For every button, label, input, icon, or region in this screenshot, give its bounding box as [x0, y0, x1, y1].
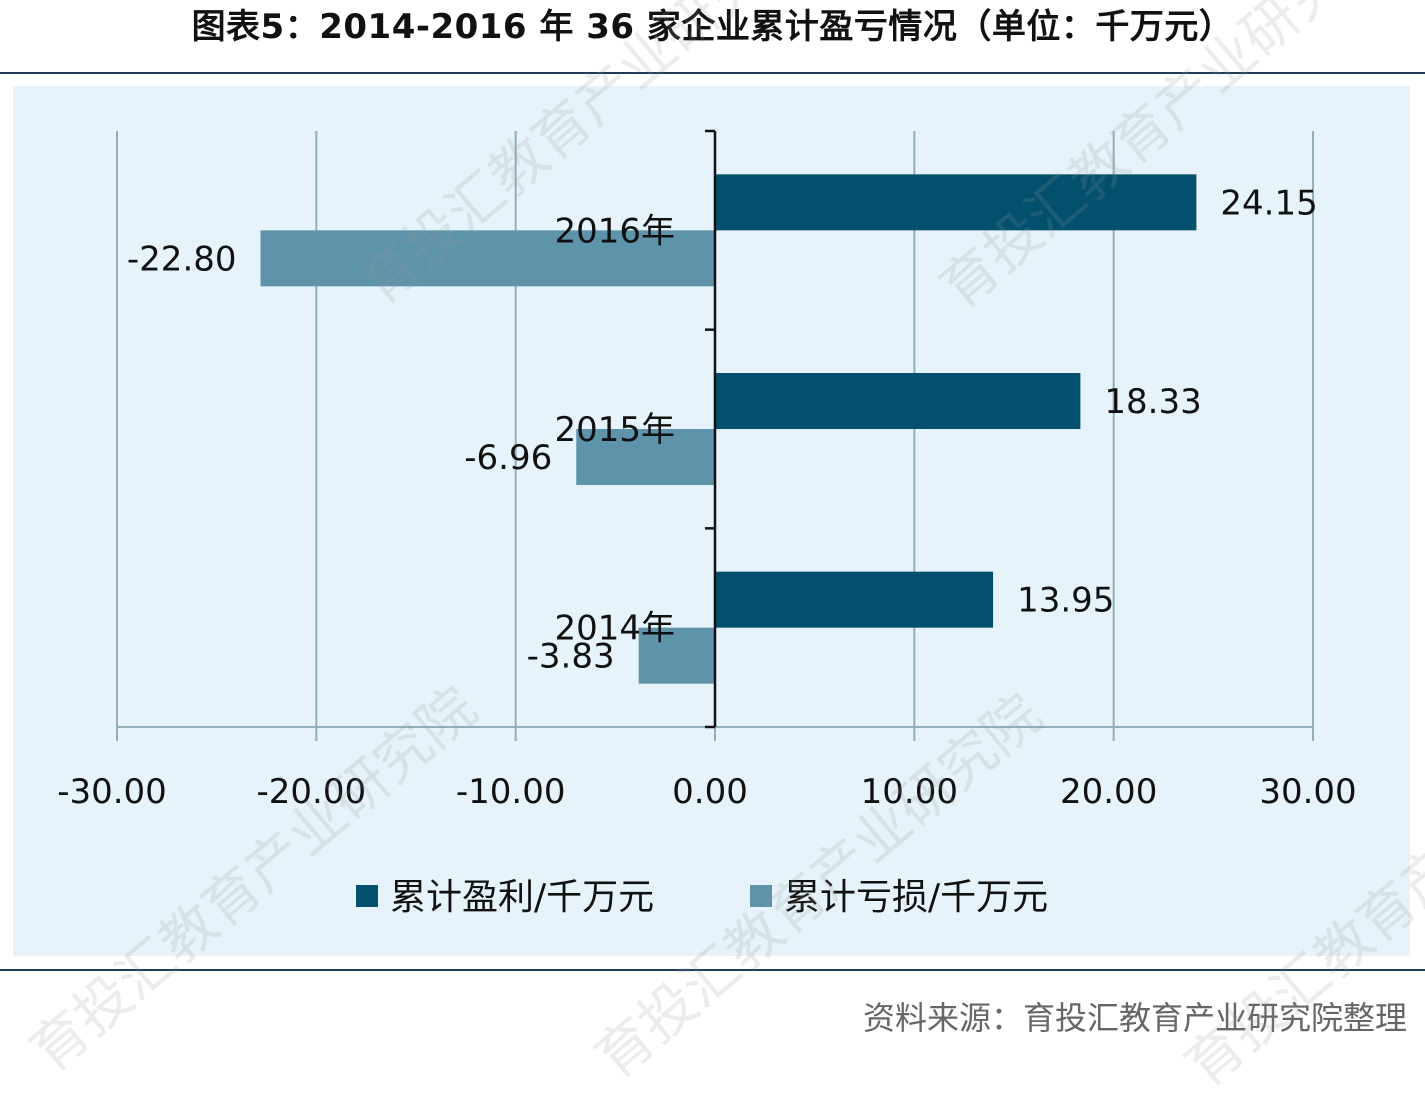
x-tick-label: 10.00: [861, 772, 958, 812]
x-tick-label: -20.00: [257, 772, 367, 812]
plot-background: [13, 86, 1410, 956]
data-label: -6.96: [464, 438, 552, 478]
legend-label: 累计亏损/千万元: [784, 877, 1048, 918]
x-tick-label: -10.00: [456, 772, 566, 812]
profit-bar: [715, 571, 994, 628]
x-tick-labels: -30.00 -20.00 -10.00 0.00 10.00 20.00 30.00: [57, 772, 1356, 812]
x-tick-label: 0.00: [672, 772, 748, 812]
chart: 2014年 2015年 2016年 13.95 -3.83 18.33 -6.96 24.1…: [13, 86, 1410, 956]
category-label: 2016年: [554, 211, 675, 251]
category-label: 2015年: [554, 410, 675, 450]
x-tick-label: -30.00: [57, 772, 167, 812]
top-rule: [0, 72, 1425, 74]
legend-swatch: [356, 885, 378, 907]
loss-bar: [576, 429, 715, 485]
category-label: 2014年: [554, 609, 675, 649]
category-axis: 2014年 2015年 2016年: [554, 129, 717, 729]
loss-bar: [260, 230, 715, 287]
data-labels: 13.95 -3.83 18.33 -6.96 24.15 -22.80: [127, 183, 1318, 676]
data-label: 13.95: [1017, 581, 1114, 621]
data-label: -3.83: [527, 637, 615, 677]
legend-swatch: [750, 885, 772, 907]
source-note: 资料来源：育投汇教育产业研究院整理: [862, 999, 1407, 1037]
bars: [260, 174, 1197, 684]
x-tick-label: 20.00: [1060, 772, 1157, 812]
loss-bar: [638, 627, 715, 684]
bottom-rule: [0, 969, 1425, 971]
legend-label: 累计盈利/千万元: [390, 877, 654, 918]
data-label: 24.15: [1220, 183, 1317, 223]
profit-bar: [715, 174, 1197, 231]
profit-bar: [715, 373, 1081, 429]
data-label: 18.33: [1104, 382, 1201, 422]
legend: 累计盈利/千万元 累计亏损/千万元: [356, 877, 1048, 918]
chart-title: 图表5：2014-2016 年 36 家企业累计盈亏情况（单位：千万元）: [191, 7, 1234, 47]
x-tick-label: 30.00: [1259, 772, 1356, 812]
data-label: -22.80: [127, 239, 237, 279]
chart-svg: 2014年 2015年 2016年 13.95 -3.83 18.33 -6.96 24.1…: [13, 86, 1410, 956]
